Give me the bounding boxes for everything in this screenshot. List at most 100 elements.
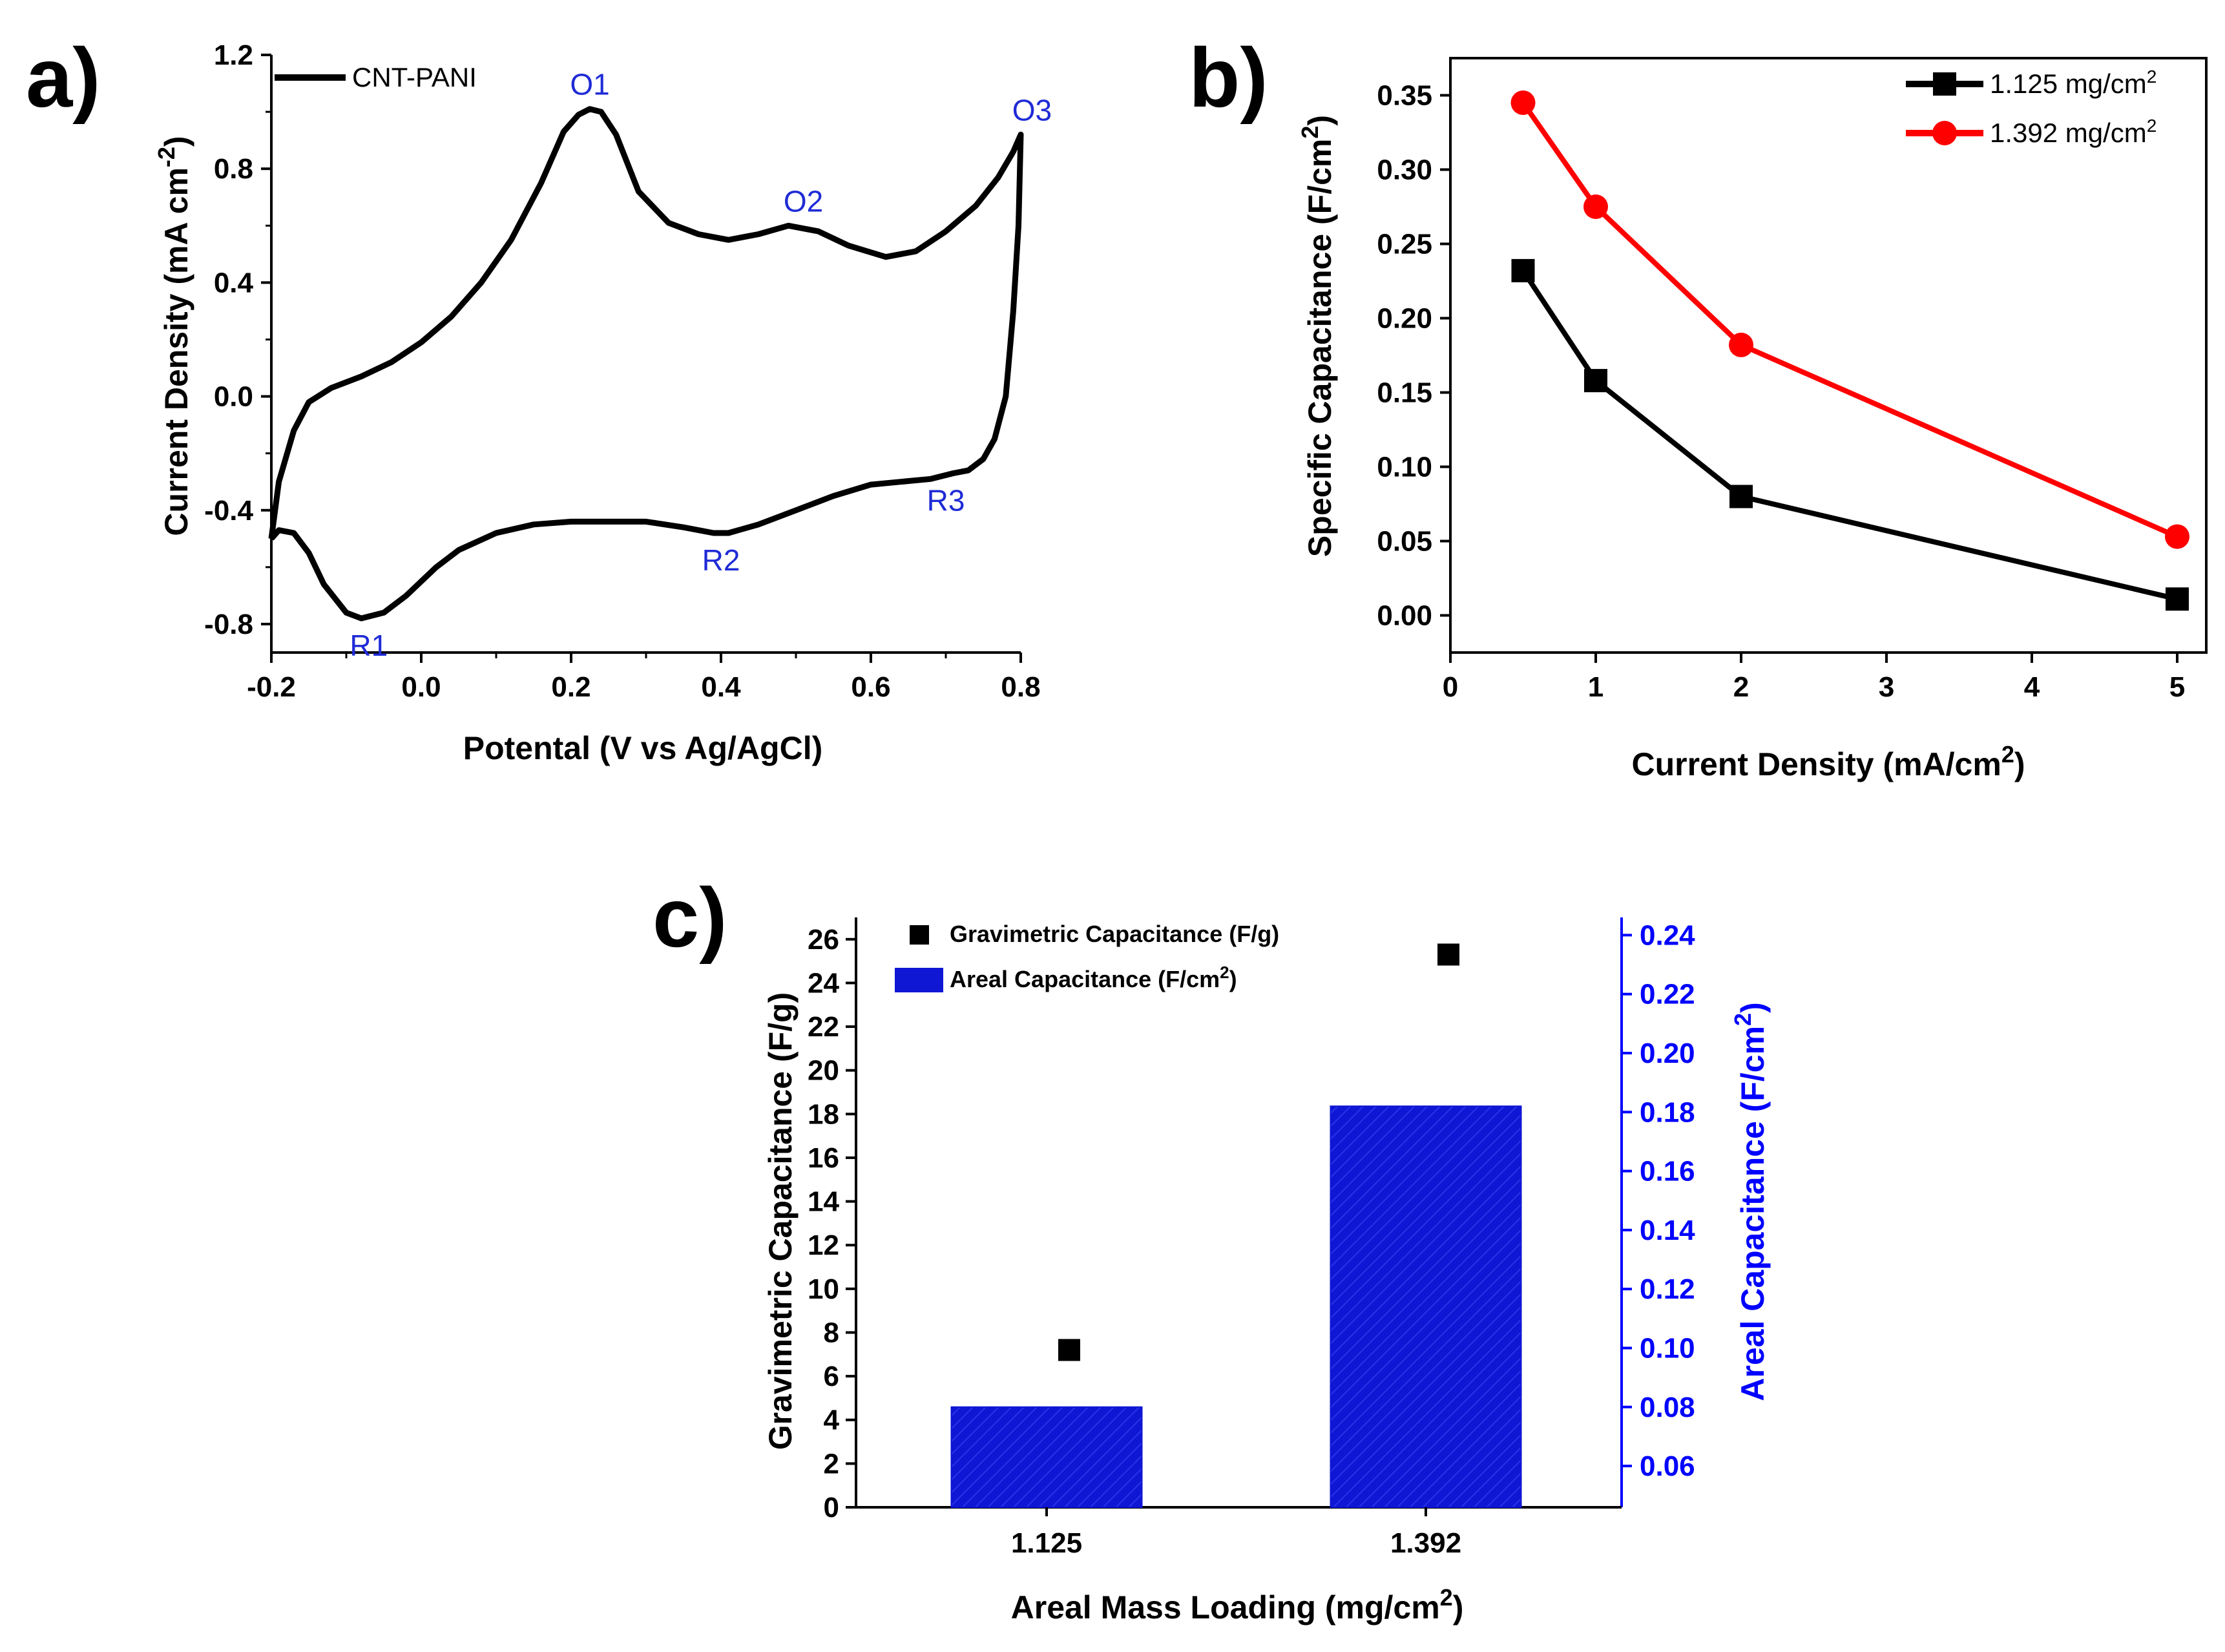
panel-b-ylabel: Specific Capacitance (F/cm2): [1297, 115, 1338, 557]
panel-a-ylabel-sup: -2: [153, 147, 180, 167]
panel-c-left-tick-label: 6: [824, 1361, 839, 1392]
panel-b-xlabel-main: Current Density (mA/cm: [1631, 746, 2001, 782]
panel-b-point-square: [2166, 587, 2189, 611]
panel-a-x-tick-label: 0.2: [551, 671, 590, 703]
panel-c-xlabel-tail: ): [1453, 1589, 1464, 1626]
panel-a-y-tick-label: 0.4: [214, 267, 254, 298]
panel-c-left-tick-label: 0: [824, 1492, 839, 1523]
panel-b-y-tick-label: 0.15: [1377, 377, 1432, 409]
panel-b-point-circle: [2165, 524, 2189, 549]
panel-b-y-tick-label: 0.35: [1377, 80, 1432, 112]
panel-b-legend-label-1-sup: 2: [2147, 67, 2157, 87]
panel-a-y-tick-label: -0.8: [204, 609, 253, 640]
panel-c-legend-label-areal: Areal Capacitance (F/cm2): [950, 963, 1237, 992]
panel-c-left-tick-label: 4: [824, 1405, 840, 1436]
panel-a-peak-label-o2: O2: [784, 184, 823, 218]
panel-c-legend-label-areal-tail: ): [1229, 966, 1237, 992]
panel-c-x-tick-label: 1.392: [1390, 1527, 1461, 1559]
panel-a-x-tick-label: 0.8: [1001, 671, 1040, 703]
panel-c-left-tick-label: 10: [808, 1273, 839, 1305]
panel-a-ylabel: Current Density (mA cm-2): [153, 136, 194, 536]
panel-c-left-tick-label: 16: [808, 1142, 839, 1174]
panel-c-label: c): [653, 870, 727, 965]
panel-b-y-tick-label: 0.05: [1377, 526, 1432, 558]
panel-c-gravimetric-point: [1437, 943, 1459, 966]
panel-a-cv-curve: [268, 106, 1024, 622]
panel-b-legend-label-2-sup: 2: [2147, 116, 2157, 136]
panel-c-right-tick-label: 0.14: [1640, 1215, 1695, 1246]
panel-c-legend-swatch-areal: [895, 968, 943, 992]
panel-a-legend-label: CNT-PANI: [352, 62, 477, 92]
panel-a-x-tick-label: 0.0: [401, 671, 441, 703]
panel-a-peak-label-o1: O1: [570, 68, 609, 101]
panel-a-label: a): [26, 30, 101, 125]
panel-c-legend-label-areal-main: Areal Capacitance (F/cm: [950, 966, 1220, 992]
panel-b-legend-label-2-main: 1.392 mg/cm: [1990, 118, 2147, 148]
panel-c-left-tick-label: 24: [808, 967, 839, 999]
panel-b-point-circle: [1510, 90, 1536, 115]
panel-b-xlabel-tail: ): [2014, 746, 2025, 782]
panel-a-y-tick-label: 1.2: [214, 39, 253, 71]
panel-c-left-tick-label: 2: [824, 1448, 839, 1479]
panel-b-y-tick-label: 0.00: [1377, 600, 1432, 632]
panel-b-point-square: [1584, 369, 1607, 393]
panel-c-ylabel-right-tail: ): [1735, 1002, 1771, 1013]
panel-b-x-tick-label: 5: [2169, 671, 2185, 703]
panel-c-ylabel-left: Gravimetric Capacitance (F/g): [762, 992, 799, 1450]
panel-c-right-tick-label: 0.16: [1640, 1156, 1695, 1187]
panel-c-legend-marker-grav: [910, 925, 929, 945]
panel-c-xlabel: Areal Mass Loading (mg/cm2): [1011, 1584, 1464, 1626]
panel-b-y-tick-label: 0.10: [1377, 452, 1432, 483]
panel-c-bar-1.392: [1330, 1105, 1522, 1509]
panel-c-left-tick-label: 26: [808, 924, 839, 956]
panel-c-left-tick-label: 12: [808, 1229, 839, 1261]
panel-b-legend-marker-2: [1932, 121, 1957, 145]
panel-a-x-tick-label: 0.4: [701, 671, 741, 703]
panel-b-x-tick-label: 2: [1733, 671, 1749, 703]
panel-a-x-tick-label: 0.6: [851, 671, 890, 703]
panel-c-bar-1.125: [950, 1406, 1143, 1509]
panel-c-ylabel-right-sup: 2: [1729, 1013, 1756, 1026]
panel-b: b) 0 1 2 3 4 5 0.00 0.05 0.10 0.15 0.20 0.25 0.30 0.3…: [1189, 30, 2208, 782]
panel-c-left-tick-label: 14: [808, 1186, 839, 1218]
panel-c-right-tick-label: 0.22: [1640, 979, 1695, 1010]
panel-c-legend-label-grav: Gravimetric Capacitance (F/g): [950, 921, 1279, 947]
panel-c-right-tick-label: 0.06: [1640, 1450, 1695, 1482]
panel-b-legend-label-1-main: 1.125 mg/cm: [1990, 68, 2147, 99]
panel-b-point-circle: [1583, 194, 1608, 219]
panel-a-ylabel-main: Current Density (mA cm: [158, 167, 194, 536]
panel-c-legend: Gravimetric Capacitance (F/g) Areal Capa…: [895, 921, 1279, 992]
panel-b-series-line-2: [1521, 101, 2178, 539]
panel-a-y-tick-label: 0.0: [214, 381, 253, 413]
panel-c-right-tick-label: 0.20: [1640, 1038, 1695, 1069]
panel-b-xlabel: Current Density (mA/cm2): [1631, 741, 2025, 782]
panel-b-ylabel-main: Specific Capacitance (F/cm: [1302, 139, 1338, 557]
panel-a: a) -0.2 0.0 0.2 0.4 0.6 0.8 -0.8 -0.4 0.0 0.4 0.8 1…: [26, 30, 1052, 766]
panel-b-point-square: [1511, 258, 1535, 282]
panel-b-point-square: [1729, 485, 1753, 508]
panel-b-x-tick-label: 1: [1588, 671, 1603, 703]
panel-b-x-tick-label: 0: [1443, 671, 1458, 703]
panel-b-y-tick-label: 0.25: [1377, 229, 1432, 260]
panel-a-peak-label-r1: R1: [350, 629, 388, 662]
panel-b-xlabel-sup: 2: [2001, 741, 2014, 768]
panel-c-ylabel-right-main: Areal Capacitance (F/cm: [1735, 1026, 1771, 1401]
panel-c-ylabel-right: Areal Capacitance (F/cm2): [1729, 1002, 1771, 1401]
panel-b-y-tick-label: 0.30: [1377, 154, 1432, 186]
panel-c-right-tick-label: 0.18: [1640, 1096, 1695, 1128]
panel-b-series-line-1: [1521, 269, 2178, 602]
panel-c-left-tick-label: 22: [808, 1011, 839, 1043]
panel-c-x-tick-label: 1.125: [1011, 1527, 1082, 1559]
panel-b-frame: [1449, 57, 2208, 654]
panel-c-xlabel-sup: 2: [1440, 1584, 1453, 1611]
panel-c: c) 024681012141618202224260.060.080.100.…: [653, 870, 1771, 1626]
panel-b-legend-marker-1: [1933, 72, 1956, 96]
panel-b-y-tick-label: 0.20: [1377, 303, 1432, 335]
panel-c-right-tick-label: 0.12: [1640, 1273, 1695, 1305]
panel-c-left-tick-label: 18: [808, 1098, 839, 1130]
panel-b-ylabel-tail: ): [1302, 115, 1338, 126]
panel-c-right-tick-label: 0.24: [1640, 919, 1695, 951]
panel-b-legend-label-1: 1.125 mg/cm2: [1990, 67, 2157, 99]
panel-c-left-tick-label: 20: [808, 1055, 839, 1087]
